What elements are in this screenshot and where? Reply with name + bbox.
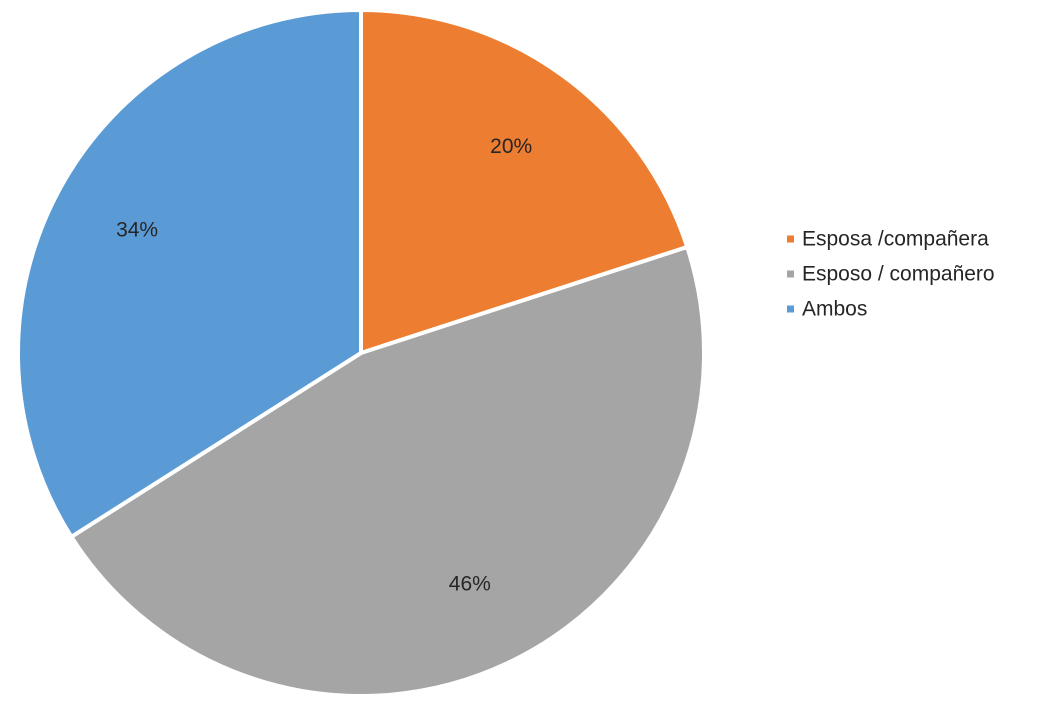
pie-slice-esposo-companero — [69, 245, 706, 698]
data-label-esposa-companera: 20% — [490, 135, 532, 158]
legend-marker-esposo-companero — [787, 270, 794, 278]
data-label-ambos: 34% — [116, 218, 158, 241]
pie-slice-ambos — [16, 8, 363, 539]
legend-label-esposa-companera: Esposa /compañera — [802, 228, 989, 251]
legend-marker-esposa-companera — [787, 235, 794, 243]
legend-marker-ambos — [787, 305, 794, 313]
pie-slices — [16, 8, 706, 698]
pie-data-labels: 20% 46% 34% — [116, 135, 532, 596]
legend-label-ambos: Ambos — [802, 298, 867, 321]
legend: Esposa /compañera Esposo / compañero Ambos — [787, 228, 995, 321]
data-label-esposo-companero: 46% — [449, 573, 491, 596]
pie-slice-esposa-companera — [359, 8, 690, 355]
legend-label-esposo-companero: Esposo / compañero — [802, 263, 995, 286]
